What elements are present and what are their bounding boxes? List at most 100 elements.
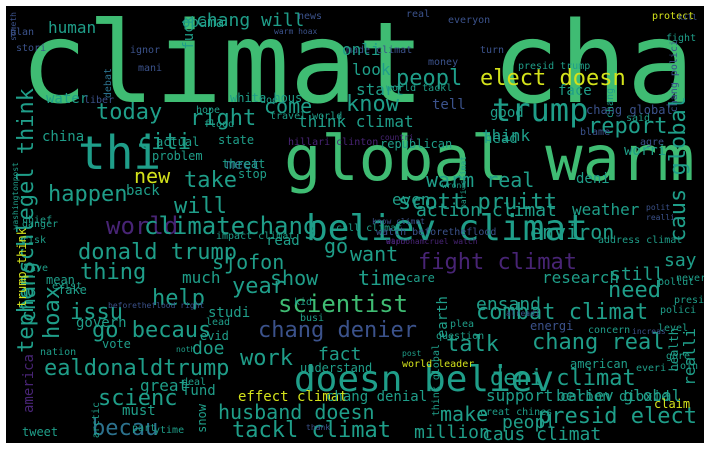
cloud-word: help <box>152 286 205 311</box>
cloud-word: will <box>174 194 227 219</box>
cloud-word: support <box>486 386 554 405</box>
cloud-word: fight climat <box>418 250 577 275</box>
cloud-word: part <box>132 423 157 434</box>
cloud-word: peopl <box>396 66 463 91</box>
cloud-word: combat climat <box>476 300 649 325</box>
cloud-word: head <box>484 131 518 147</box>
cloud-word: trump think <box>15 228 29 308</box>
cloud-word: tell <box>432 97 466 113</box>
cloud-word: turn <box>480 45 505 56</box>
cloud-word: post <box>402 349 422 358</box>
cloud-word: ignor <box>130 45 161 56</box>
cloud-word: show <box>270 266 319 290</box>
cloud-word: take <box>184 168 237 193</box>
cloud-word: scott pruitt <box>398 190 557 215</box>
cloud-word: kid <box>294 297 313 308</box>
cloud-word: watch beforetheflood <box>376 227 497 238</box>
cloud-word: deal <box>182 377 207 388</box>
cloud-word: weather <box>572 200 640 219</box>
cloud-word: caus climat <box>482 424 602 444</box>
cloud-word: fund <box>182 383 216 399</box>
cloud-word: gore <box>666 351 691 362</box>
cloud-word: believ global <box>556 386 682 405</box>
cloud-word: climatechang <box>144 212 318 240</box>
cloud-word: ytime <box>154 425 185 436</box>
cloud-word: face <box>558 83 592 99</box>
cloud-word: still <box>610 264 665 285</box>
cloud-word: nation <box>40 347 77 358</box>
cloud-word: chang global <box>586 103 673 117</box>
cloud-word: warm real <box>426 168 535 192</box>
cloud-word: sjofon <box>212 250 285 274</box>
cloud-word: noth <box>176 345 196 354</box>
cloud-word: call climat <box>336 223 403 234</box>
cloud-word: report <box>588 114 668 139</box>
cloud-word: hillari clinton <box>288 137 379 148</box>
cloud-word: impact climat <box>216 231 295 242</box>
cloud-word: tackl climat <box>232 418 391 443</box>
cloud-word: fuck <box>181 16 197 50</box>
cloud-word: citi <box>138 130 191 155</box>
cloud-word: chang real <box>532 330 665 355</box>
cloud-word: deni <box>576 171 610 187</box>
cloud-word: news <box>298 11 323 22</box>
cloud-word: threat <box>222 157 266 171</box>
cloud-word: travel world <box>270 111 343 122</box>
cloud-word: time <box>358 266 407 290</box>
cloud-word: ensand <box>476 294 542 315</box>
cloud-word: agre <box>640 137 665 148</box>
cloud-word: actual <box>156 135 200 149</box>
cloud-word: wrong <box>442 181 467 190</box>
cloud-word: concern <box>588 325 631 336</box>
cloud-word: fact <box>318 344 362 365</box>
cloud-word: trump <box>492 91 589 129</box>
cloud-word: china <box>42 129 85 145</box>
cloud-word: back <box>126 183 160 199</box>
cloud-word: think global <box>431 344 442 417</box>
cloud-word: stori <box>16 43 47 54</box>
cloud-word: mean <box>46 273 75 287</box>
cloud-word: level <box>658 323 689 334</box>
cloud-word: care <box>406 271 435 285</box>
cloud-word: plan <box>10 27 35 38</box>
cloud-word: arctic <box>91 402 102 439</box>
cloud-word: environ <box>530 220 615 244</box>
cloud-word: even <box>392 190 431 209</box>
cloud-word: american <box>570 357 628 371</box>
cloud-word: real <box>406 9 431 20</box>
cloud-word: look <box>352 60 391 79</box>
cloud-word: doe <box>260 95 279 106</box>
cloud-word: ealdonaldtrump <box>44 356 230 381</box>
cloud-word: new <box>134 164 171 188</box>
cloud-word: flood <box>204 119 235 130</box>
cloud-word: chief <box>22 215 53 226</box>
cloud-word: human <box>48 18 97 37</box>
cloud-word: atpoonamcruel watch <box>386 237 478 246</box>
cloud-word: polit <box>646 203 671 212</box>
cloud-word: plea <box>450 319 475 330</box>
cloud-word: question <box>436 331 485 342</box>
cloud-word: address climat <box>598 235 683 246</box>
cloud-word: tweet <box>22 425 59 439</box>
cloud-word: doesn believ <box>294 359 555 400</box>
cloud-word: republican <box>380 137 453 151</box>
cloud-word: know <box>346 92 399 117</box>
cloud-word: great <box>140 376 189 395</box>
cloud-word: thi <box>78 126 162 180</box>
cloud-word: someth <box>9 12 18 41</box>
cloud-word: snow <box>195 404 209 433</box>
cloud-word: vote <box>102 337 131 351</box>
cloud-word: warn <box>386 237 406 246</box>
cloud-word: action climat <box>416 200 557 221</box>
cloud-word: water <box>46 91 89 107</box>
cloud-word: said <box>626 113 651 124</box>
cloud-word: worri <box>624 143 667 159</box>
cloud-word: today <box>96 100 163 125</box>
cloud-word: happen <box>48 182 128 207</box>
cloud-word: kill <box>678 13 698 22</box>
cloud-word: chang will <box>196 10 305 31</box>
cloud-word: global warm <box>284 122 695 195</box>
cloud-word: blame <box>580 127 611 138</box>
cloud-word: donald trump <box>78 240 237 265</box>
cloud-word: beforetheflood right <box>108 301 205 310</box>
